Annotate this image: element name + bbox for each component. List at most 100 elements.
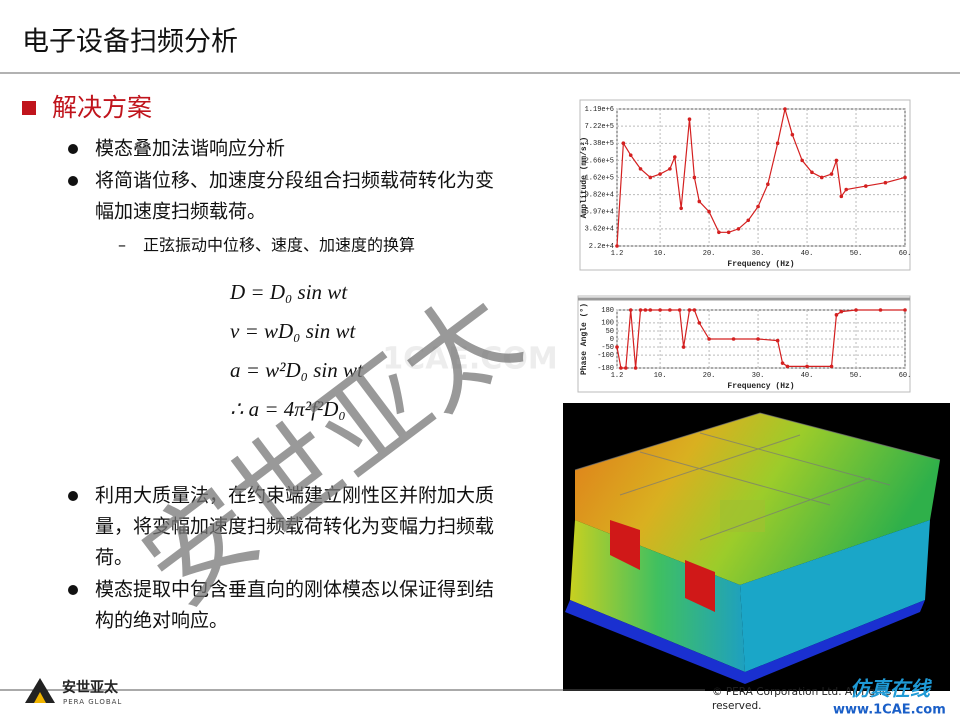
bullet-text: 模态提取中包含垂直向的刚体模态以保证得到结: [95, 579, 494, 601]
data-point: [746, 218, 751, 223]
y-tick-label: 1.62e+5: [585, 174, 614, 182]
bullet-text: 利用大质量法，在约束端建立刚性区并附加大质: [95, 485, 494, 507]
bullet-dot: [68, 491, 78, 501]
bullet-dot: [68, 585, 78, 595]
data-point: [829, 364, 834, 369]
data-point: [628, 153, 633, 157]
y-tick-label: -100: [597, 352, 614, 360]
y-tick-label: 3.62e+4: [585, 226, 614, 234]
slide-title: 电子设备扫频分析: [22, 27, 238, 58]
x-axis-label: Frequency (Hz): [727, 382, 794, 391]
data-point: [756, 337, 760, 341]
data-point: [648, 308, 653, 312]
data-point: [800, 158, 804, 163]
logo-mark-inner: [34, 692, 46, 703]
data-point: [903, 175, 907, 180]
sub-bullet-text: 正弦振动中位移、速度、加速度的换算: [143, 236, 415, 255]
data-point: [648, 175, 653, 180]
data-point: [615, 244, 619, 248]
data-point: [624, 366, 628, 370]
brand: 仿真在线: [850, 677, 933, 701]
bullet-text: 量，将变幅加速度扫频载荷转化为变幅力扫频载: [95, 516, 494, 538]
data-point: [717, 230, 721, 235]
section-bullet: [22, 101, 36, 115]
data-point: [638, 308, 643, 312]
x-tick-label: 30.: [752, 250, 765, 258]
data-point: [829, 172, 834, 176]
data-point: [766, 182, 770, 187]
logo-text: 安世亚太: [62, 679, 119, 696]
site-url: www.1CAE.com: [833, 703, 946, 718]
x-tick-label: 20.: [703, 372, 716, 380]
data-point: [775, 338, 780, 343]
section-heading: 解决方案: [52, 93, 152, 122]
y-tick-label: 1.19e+6: [585, 106, 614, 114]
data-point: [697, 321, 702, 325]
data-point: [633, 366, 638, 370]
data-point: [903, 308, 907, 312]
equation: D = D₀ sin wt: [229, 280, 348, 304]
data-point: [681, 345, 686, 349]
y-tick-label: 100: [601, 320, 614, 328]
bullet-text: 构的绝对响应。: [95, 610, 228, 632]
data-point: [883, 180, 888, 185]
data-point: [687, 308, 692, 312]
data-point: [687, 117, 692, 122]
y-tick-label: 50: [606, 328, 614, 336]
data-point: [621, 141, 626, 146]
bullet-text: 将简谐位移、加速度分段组合扫频载荷转化为变: [95, 170, 494, 192]
data-point: [819, 175, 824, 180]
data-point: [668, 167, 672, 171]
data-point: [638, 167, 643, 171]
y-tick-label: 0: [610, 336, 614, 344]
y-tick-label: 9.82e+4: [585, 191, 614, 199]
equation: ∴ a = 4π²f²D₀: [230, 397, 346, 421]
x-tick-label: 40.: [801, 250, 814, 258]
logo-subtext: PERA GLOBAL: [63, 698, 122, 706]
sub-dash: –: [118, 236, 126, 255]
x-tick-label: 40.: [801, 372, 814, 380]
x-tick-label: 20.: [703, 250, 716, 258]
y-tick-label: 7.22e+5: [585, 123, 614, 131]
y-tick-label: -50: [601, 344, 614, 352]
y-tick-label: 4.38e+5: [585, 140, 614, 148]
data-point: [707, 337, 711, 341]
x-tick-label: 1.2: [611, 250, 624, 258]
x-tick-label: 50.: [850, 250, 863, 258]
data-point: [839, 194, 844, 199]
data-point: [839, 309, 844, 314]
x-tick-label: 60.: [899, 372, 912, 380]
data-point: [692, 175, 697, 180]
bullet-dot: [68, 144, 78, 154]
y-tick-label: 5.97e+4: [585, 209, 614, 217]
data-point: [707, 209, 711, 214]
bullet-dot: [68, 176, 78, 186]
copyright: reserved.: [712, 700, 761, 712]
data-point: [736, 227, 741, 231]
data-point: [805, 364, 809, 369]
data-point: [619, 366, 623, 370]
bullet-text: 幅加速度扫频载荷。: [95, 201, 266, 223]
data-point: [692, 308, 697, 312]
y-tick-label: 180: [601, 307, 614, 315]
x-tick-label: 10.: [654, 250, 667, 258]
data-point: [780, 361, 785, 365]
x-tick-label: 60.: [899, 250, 912, 258]
y-axis-label: Amplitude (mm/s²): [580, 137, 589, 219]
y-tick-label: 2.66e+5: [585, 157, 614, 165]
data-point: [785, 364, 790, 369]
data-point: [834, 158, 839, 163]
data-point: [775, 141, 780, 146]
y-tick-label: 2.2e+4: [589, 243, 614, 251]
data-point: [731, 337, 736, 341]
data-point: [878, 308, 883, 312]
x-tick-label: 50.: [850, 372, 863, 380]
x-tick-label: 1.2: [611, 372, 624, 380]
data-point: [844, 187, 849, 192]
data-point: [790, 132, 795, 137]
data-point: [864, 184, 868, 188]
data-point: [697, 199, 702, 204]
data-point: [628, 308, 633, 312]
data-point: [672, 155, 677, 159]
data-point: [668, 308, 672, 312]
